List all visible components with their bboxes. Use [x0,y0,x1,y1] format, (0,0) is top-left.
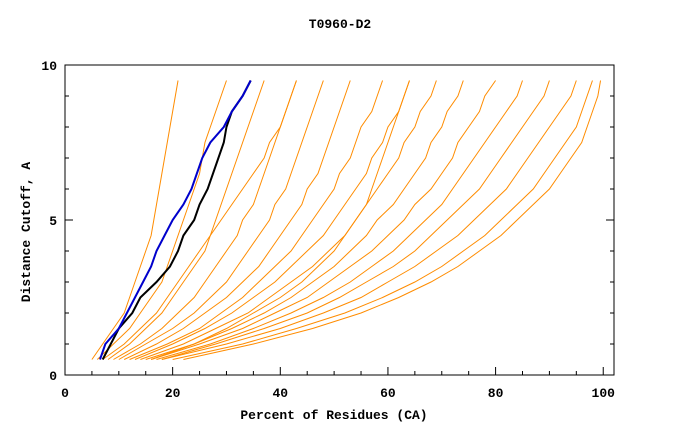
x-axis-label: Percent of Residues (CA) [240,408,427,423]
series-line [102,80,297,360]
y-tick-label: 5 [49,214,57,229]
series-line [91,80,179,360]
series-line [161,80,577,360]
x-tick-label: 60 [380,386,396,401]
y-tick-label: 0 [49,369,57,384]
chart-title: T0960-D2 [309,17,372,32]
series-line [99,80,252,360]
x-tick-label: 40 [272,386,288,401]
series-line [183,80,602,360]
x-tick-label: 80 [488,386,504,401]
series-line [150,80,496,360]
series-line [172,80,593,360]
x-tick-label: 100 [592,386,616,401]
series-line [134,80,410,360]
series-line [161,80,550,360]
series-line [96,80,227,360]
y-axis-label: Distance Cutoff, A [19,162,34,303]
series-line [101,80,252,360]
series-line [145,80,464,360]
x-tick-label: 0 [61,386,69,401]
series-line [129,80,384,360]
x-tick-label: 20 [165,386,181,401]
series-line [107,80,265,360]
series-line [118,80,324,360]
series-line [123,80,351,360]
series-line [156,80,523,360]
series-line [150,80,410,360]
y-tick-label: 10 [41,59,57,74]
series-line [140,80,437,360]
